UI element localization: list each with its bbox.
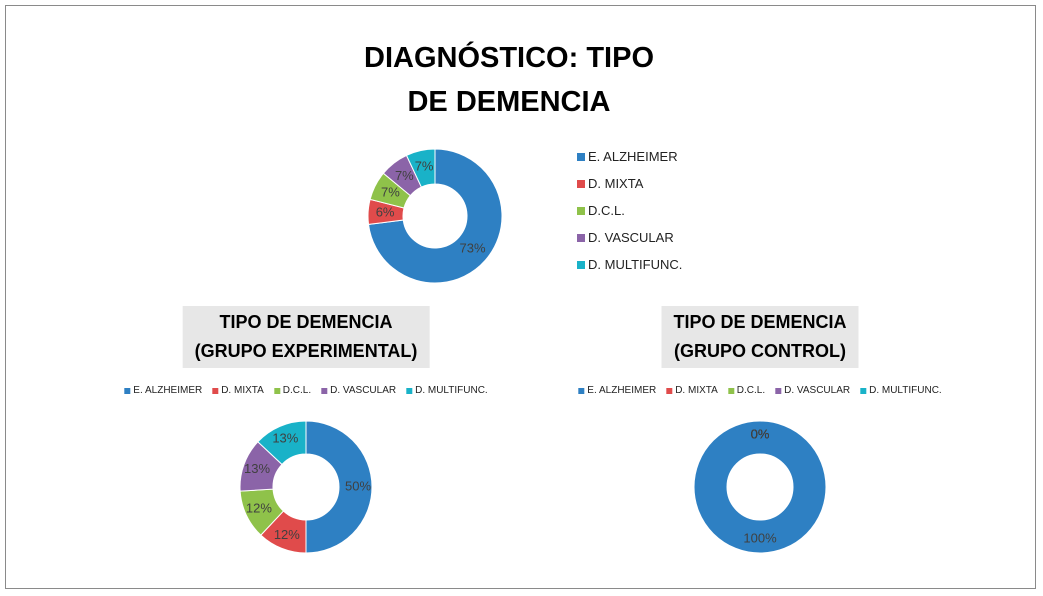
legend-label: D.C.L. <box>282 385 312 396</box>
chart-title: DIAGNÓSTICO: TIPO DE DEMENCIA <box>364 42 654 118</box>
legend-label: D.C.L. <box>736 385 766 396</box>
legend-item: D.C.L. <box>727 385 766 396</box>
legend-swatch <box>406 387 413 394</box>
legend-swatch <box>775 387 782 394</box>
data-label: 73% <box>459 241 485 256</box>
legend-label: D.C.L. <box>588 203 625 218</box>
donut-segment <box>405 148 436 188</box>
legend-label: E. ALZHEIMER <box>133 385 203 396</box>
data-label: 0% <box>751 426 770 441</box>
legend-label: D. MIXTA <box>675 385 718 396</box>
legend-label: D. MULTIFUNC. <box>869 385 942 396</box>
legend-swatch <box>577 233 585 242</box>
legend-item: D. VASCULAR <box>321 385 396 396</box>
legend-swatch <box>124 387 131 394</box>
data-label: 12% <box>274 527 300 542</box>
legend: E. ALZHEIMER D. MIXTA D.C.L. D. VASCULAR D. … <box>577 149 682 272</box>
legend-swatch <box>577 152 585 161</box>
legend-label: D. VASCULAR <box>330 385 397 396</box>
legend-swatch <box>578 387 585 394</box>
donut-segment <box>693 420 827 554</box>
data-label: 100% <box>743 530 777 545</box>
chart-title: TIPO DE DEMENCIA (GRUPO EXPERIMENTAL) <box>182 306 430 368</box>
legend-swatch <box>577 206 585 215</box>
legend-label: E. ALZHEIMER <box>588 149 678 164</box>
legend-swatch <box>577 179 585 188</box>
legend-swatch <box>577 260 585 269</box>
chart-title: TIPO DE DEMENCIA (GRUPO CONTROL) <box>661 306 859 368</box>
legend: E. ALZHEIMER D. MIXTA D.C.L. D. VASCULAR D. … <box>578 385 942 396</box>
data-label: 13% <box>244 461 270 476</box>
data-label: 7% <box>415 159 434 174</box>
data-label: 6% <box>376 204 395 219</box>
legend-label: D. MIXTA <box>588 176 644 191</box>
legend-label: D. VASCULAR <box>588 230 674 245</box>
legend-item: D. VASCULAR <box>577 230 682 245</box>
legend-item: D.C.L. <box>577 203 682 218</box>
legend-label: D. VASCULAR <box>784 385 851 396</box>
legend-item: D. VASCULAR <box>775 385 850 396</box>
data-label: 0% <box>751 426 770 441</box>
legend-swatch <box>727 387 734 394</box>
frame <box>5 5 1036 589</box>
legend-item: D. MIXTA <box>577 176 682 191</box>
legend-item: D. MULTIFUNC. <box>860 385 942 396</box>
legend-item: E. ALZHEIMER <box>578 385 656 396</box>
legend-swatch <box>860 387 867 394</box>
legend: E. ALZHEIMER D. MIXTA D.C.L. D. VASCULAR D. … <box>124 385 488 396</box>
legend-label: D. MIXTA <box>221 385 264 396</box>
data-label: 7% <box>381 185 400 200</box>
data-label: 12% <box>246 501 272 516</box>
legend-swatch <box>273 387 280 394</box>
data-label: 50% <box>345 478 371 493</box>
legend-label: D. MULTIFUNC. <box>588 257 683 272</box>
legend-item: E. ALZHEIMER <box>124 385 202 396</box>
data-label: 0% <box>751 426 770 441</box>
donut-segment <box>305 420 373 554</box>
legend-swatch <box>321 387 328 394</box>
legend-item: D. MULTIFUNC. <box>406 385 488 396</box>
legend-item: D. MULTIFUNC. <box>577 257 682 272</box>
legend-item: D.C.L. <box>273 385 312 396</box>
data-label: 7% <box>395 168 414 183</box>
legend-label: D. MULTIFUNC. <box>415 385 488 396</box>
legend-item: D. MIXTA <box>666 385 718 396</box>
donut-segment <box>257 420 307 466</box>
data-label: 13% <box>272 431 298 446</box>
legend-item: D. MIXTA <box>212 385 264 396</box>
legend-swatch <box>212 387 219 394</box>
legend-label: E. ALZHEIMER <box>587 385 657 396</box>
donut-segment <box>367 148 503 284</box>
legend-item: E. ALZHEIMER <box>577 149 682 164</box>
legend-swatch <box>666 387 673 394</box>
data-label: 0% <box>751 426 770 441</box>
